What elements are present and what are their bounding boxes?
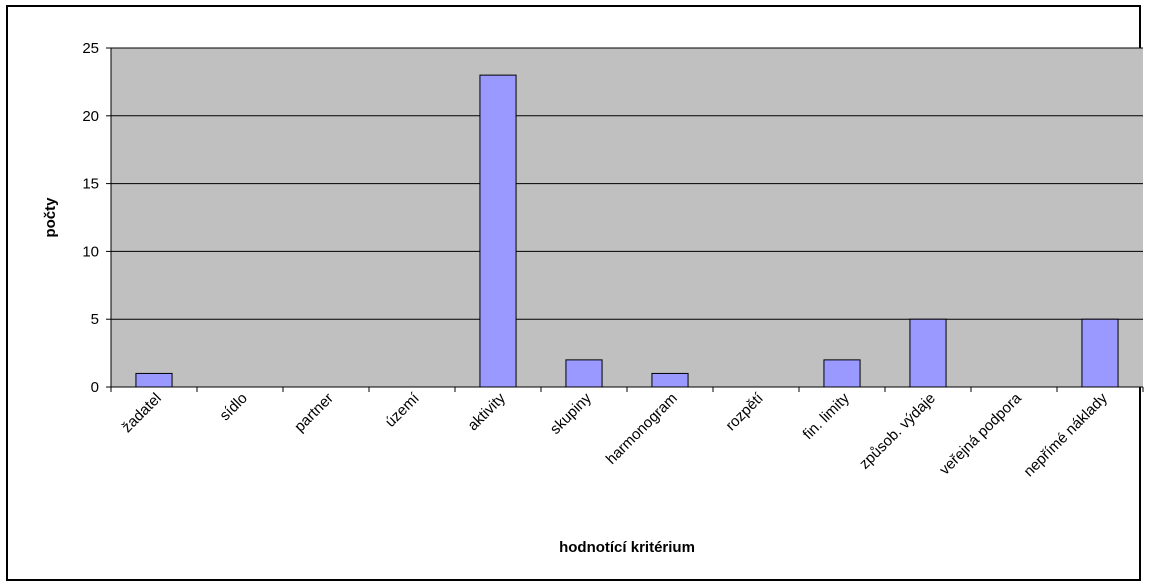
y-tick-label: 10 [82, 243, 99, 260]
bars [135, 74, 1119, 388]
bar [565, 359, 603, 388]
y-tick-label: 20 [82, 108, 99, 125]
x-tick-label: veřejná podpora [936, 389, 1025, 478]
x-tick-label: území [382, 389, 423, 430]
x-tick-label: způsob. výdaje [856, 390, 939, 473]
bar [651, 372, 689, 388]
x-tick-label: fin. limity [800, 389, 854, 443]
bar [823, 359, 861, 388]
bar [479, 74, 517, 388]
y-tick-labels: 0 5 10 15 20 25 [82, 40, 111, 396]
x-tick-label: nepřímé náklady [1020, 389, 1111, 480]
gridlines [111, 47, 1143, 320]
y-tick-label: 0 [91, 379, 99, 396]
y-axis-title: počty [42, 197, 59, 238]
x-axis-title: hodnotící kritérium [559, 539, 695, 556]
x-tick-label: sídlo [216, 390, 250, 424]
x-tick-label: žadatel [119, 390, 165, 436]
x-tick-labels: žadatel sídlo partner území aktivity skupiny h… [110, 387, 1144, 480]
x-tick-label: partner [291, 390, 337, 436]
bar [135, 372, 173, 388]
plot-area [111, 48, 1143, 387]
x-tick-label: rozpětí [722, 389, 767, 434]
x-tick-label: harmonogram [603, 390, 681, 468]
y-tick-label: 5 [91, 311, 99, 328]
bar [1081, 318, 1119, 388]
bar [909, 318, 947, 388]
x-tick-label: aktivity [464, 389, 509, 434]
y-tick-label: 15 [82, 176, 99, 193]
x-tick-label: skupiny [547, 389, 595, 437]
y-tick-label: 25 [82, 40, 99, 57]
